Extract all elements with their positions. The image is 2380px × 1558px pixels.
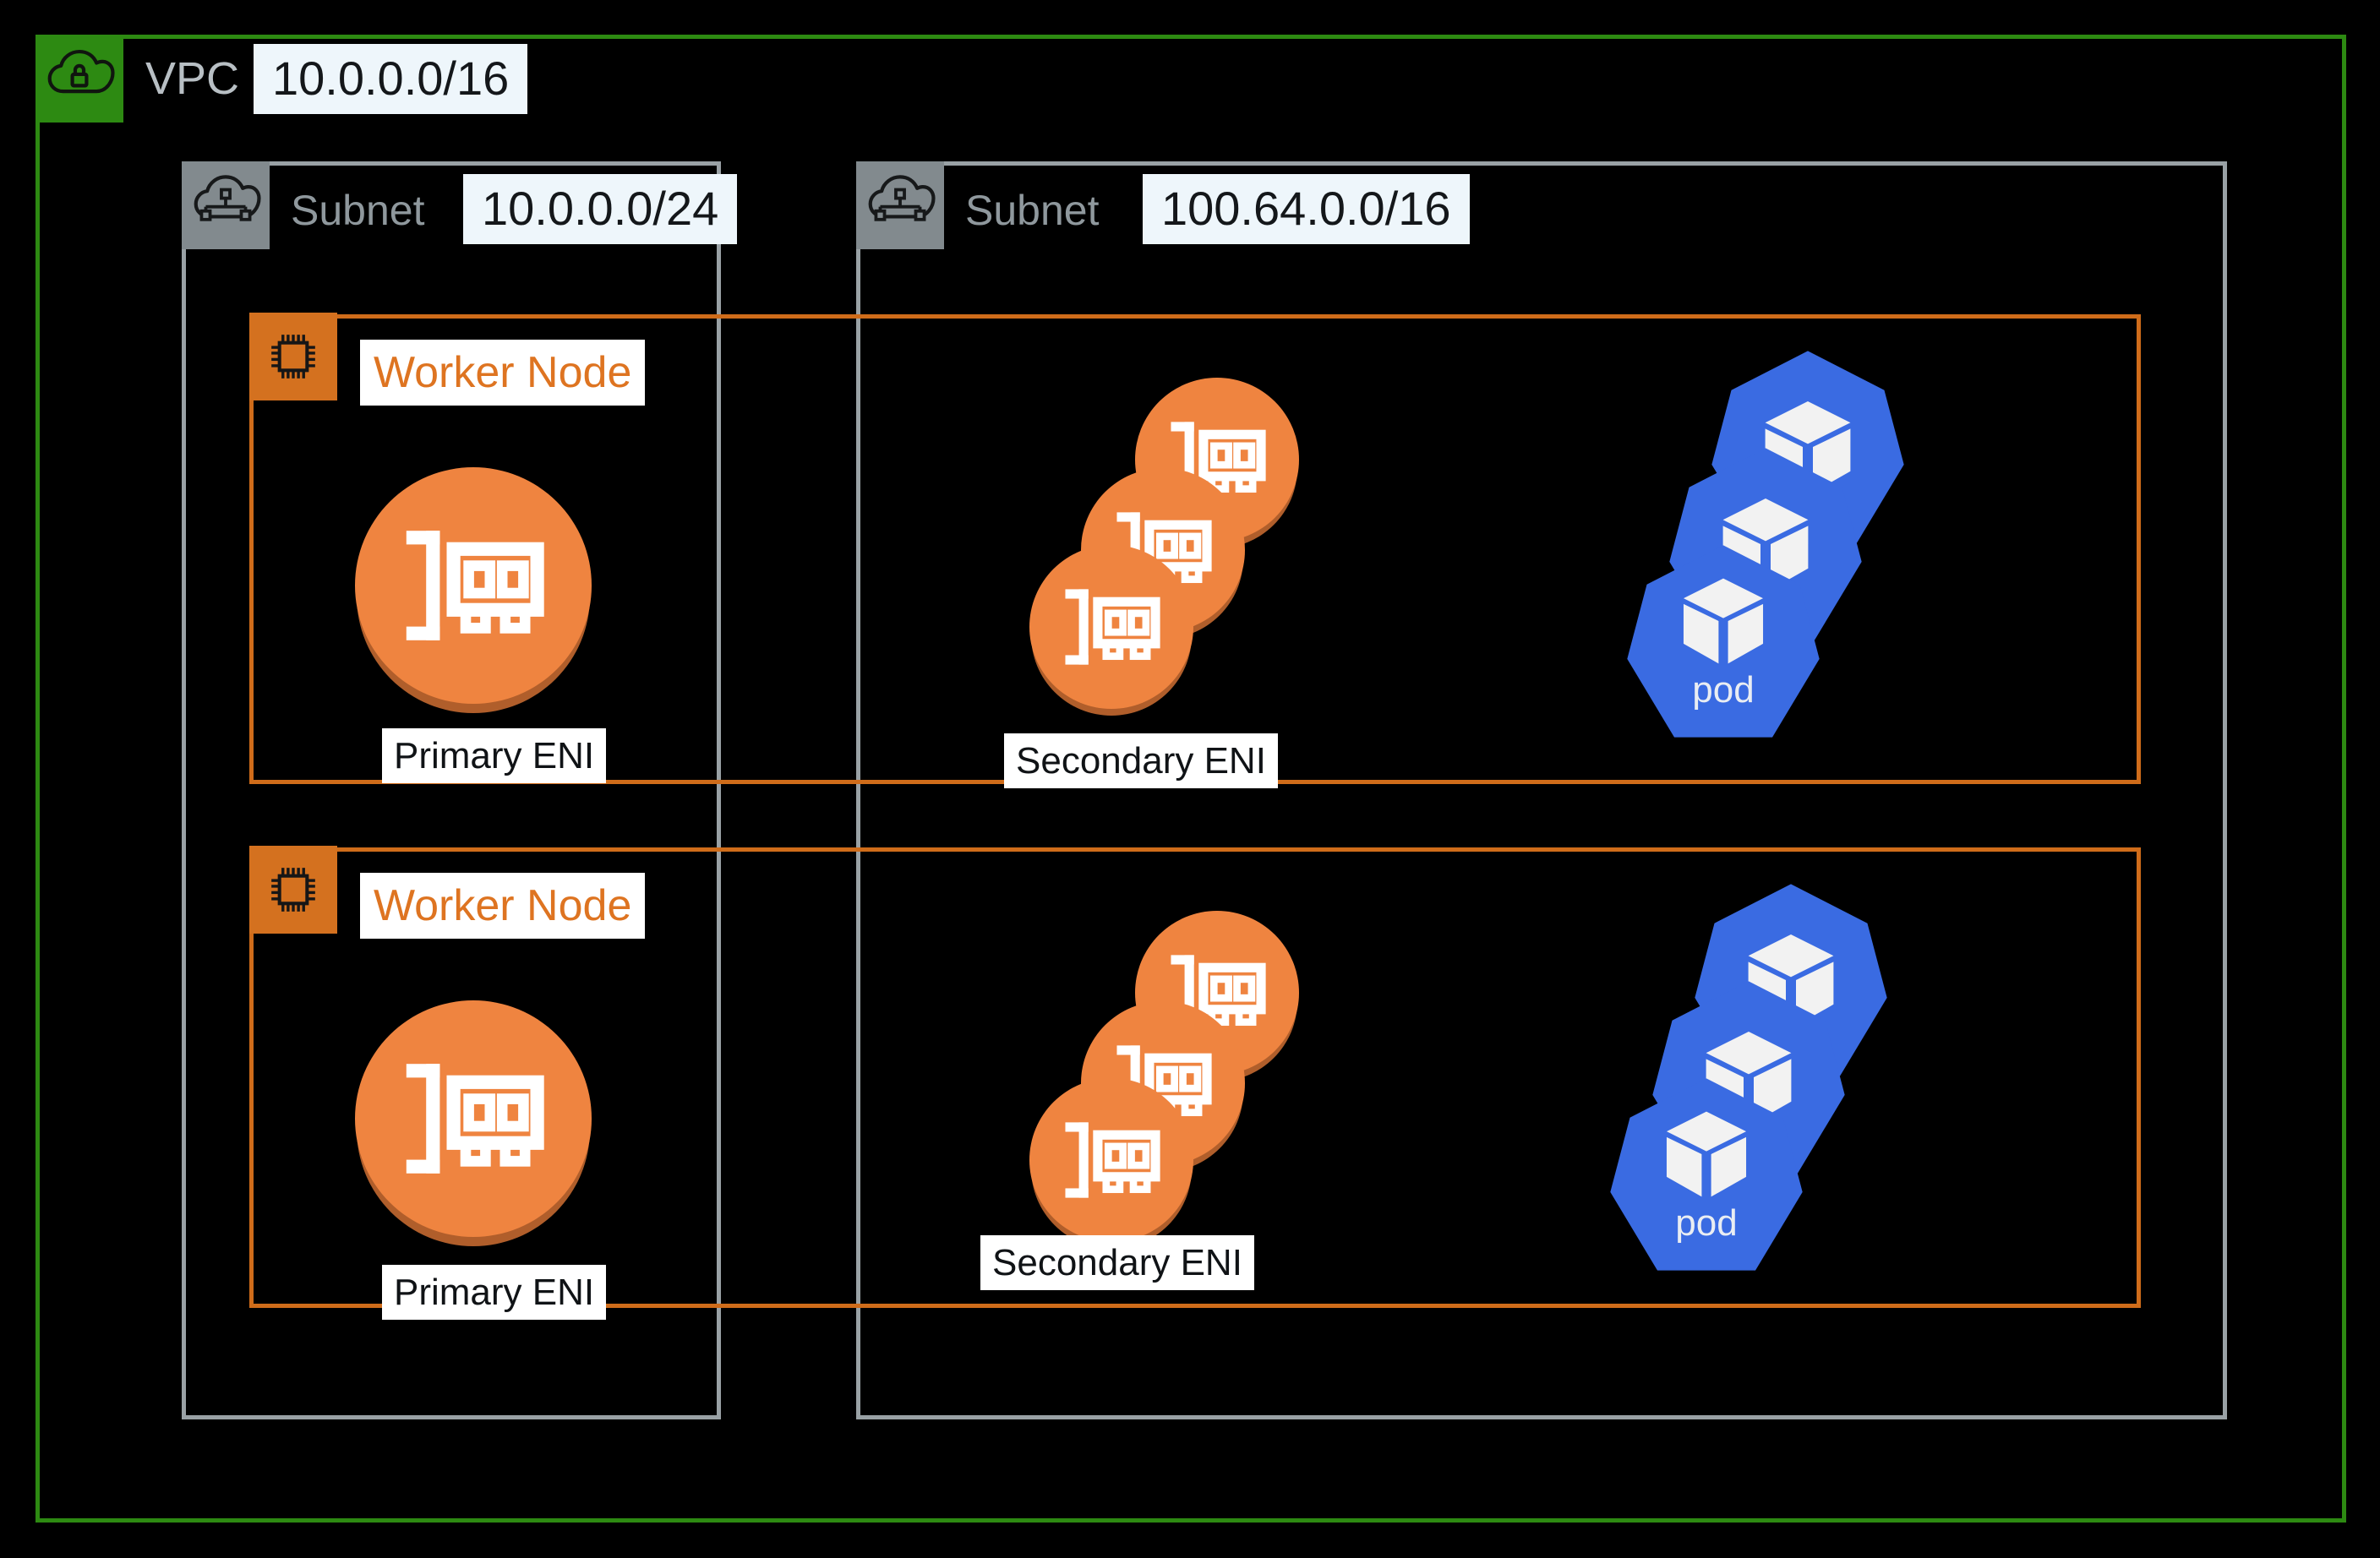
pod-label: pod [1692, 669, 1755, 711]
worker-node-1-label: Worker Node [360, 340, 646, 406]
secondary-eni [1029, 1078, 1193, 1242]
primary-eni [355, 1000, 592, 1237]
worker-node-2-label: Worker Node [360, 873, 646, 940]
subnet-right-boundary [856, 161, 2227, 1419]
primary-eni-label: Primary ENI [382, 1265, 607, 1321]
secondary-eni-label: Secondary ENI [1004, 733, 1278, 789]
worker-node-2-boundary [249, 847, 2141, 1308]
vpc-icon [35, 35, 123, 123]
primary-eni-label: Primary ENI [382, 728, 607, 784]
worker-node-icon [249, 846, 337, 934]
primary-eni [355, 467, 592, 704]
cpu-chip-icon [265, 861, 322, 918]
vpc-boundary [35, 35, 2346, 1523]
subnet-icon [856, 161, 944, 249]
network-card-icon [1059, 1112, 1164, 1208]
subnet-right-cidr: 100.64.0.0/16 [1143, 174, 1470, 244]
cloud-lock-icon [44, 43, 115, 114]
worker-node-icon [249, 313, 337, 400]
cube-icon [1676, 574, 1771, 668]
cloud-network-icon [865, 170, 936, 241]
network-card-icon [397, 515, 549, 656]
secondary-eni-label: Secondary ENI [980, 1235, 1254, 1291]
subnet-icon [182, 161, 270, 249]
cpu-chip-icon [265, 328, 322, 385]
network-card-icon [397, 1049, 549, 1189]
subnet-right-label: Subnet [965, 187, 1100, 234]
vpc-label: VPC [145, 53, 240, 104]
vpc-cidr: 10.0.0.0/16 [254, 44, 528, 114]
cube-icon [1659, 1107, 1754, 1201]
pod-label: pod [1675, 1202, 1738, 1244]
secondary-eni [1029, 545, 1193, 709]
subnet-left-label: Subnet [291, 187, 425, 234]
cloud-network-icon [190, 170, 261, 241]
subnet-left-cidr: 10.0.0.0/24 [463, 174, 738, 244]
subnet-left-boundary [182, 161, 721, 1419]
network-card-icon [1059, 579, 1164, 675]
